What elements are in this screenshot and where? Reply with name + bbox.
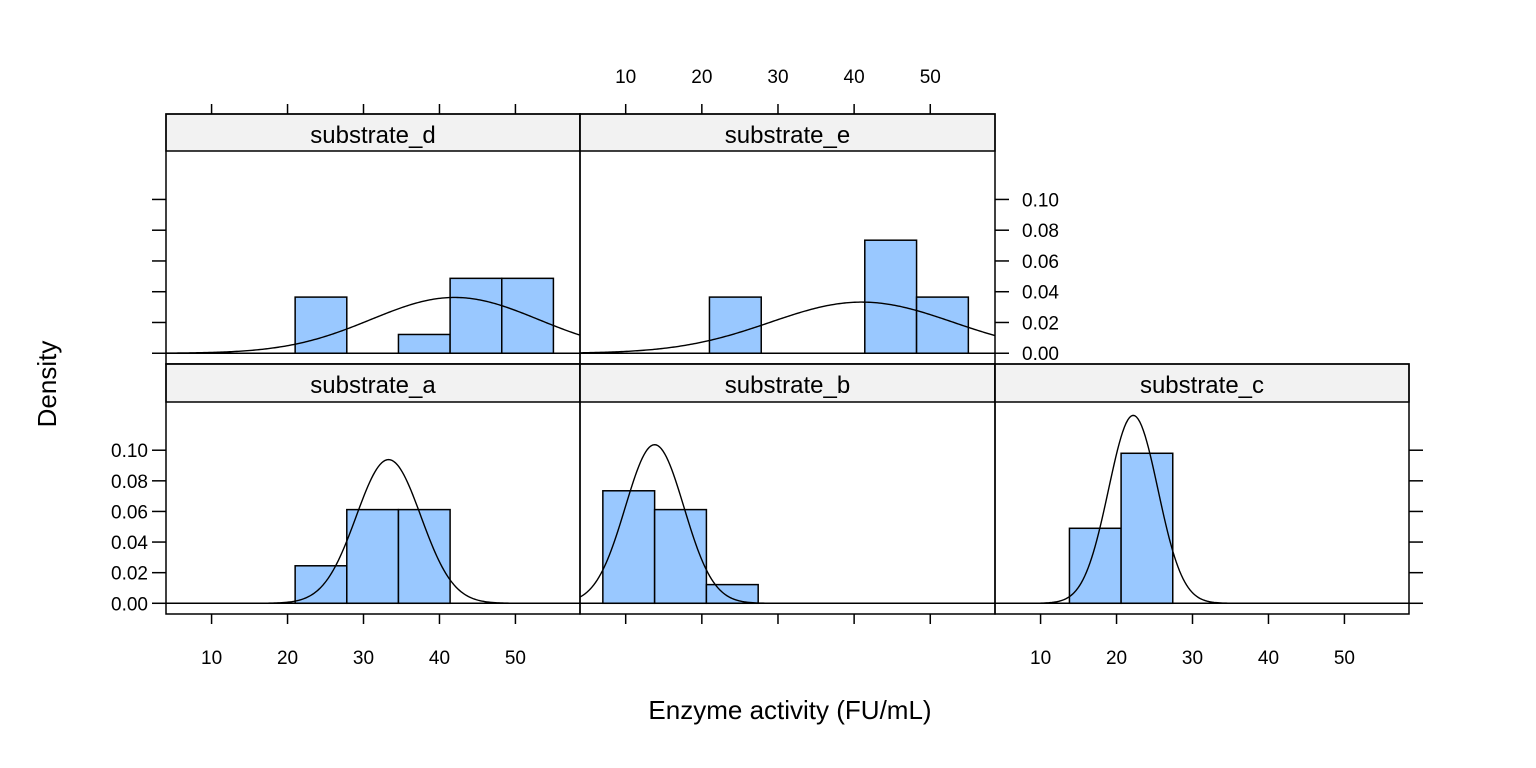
panel-plot-area	[995, 414, 1409, 605]
x-tick-label-bottom: 20	[277, 648, 298, 669]
histogram-bar	[294, 296, 348, 354]
panel-plot-area	[580, 443, 995, 605]
x-tick-label-top: 50	[920, 67, 941, 88]
strip-label: substrate_a	[310, 372, 436, 399]
histogram-bar	[346, 508, 400, 605]
panel-substrate_a: substrate_a	[165, 363, 581, 615]
y-tick-label-left: 0.10	[111, 441, 148, 462]
x-tick-label-top: 10	[615, 67, 636, 88]
x-tick-label-top: 20	[691, 67, 712, 88]
panel-plot-area	[166, 277, 580, 354]
y-tick-label-left: 0.08	[111, 472, 148, 493]
x-tick-label-top: 40	[844, 67, 865, 88]
x-tick-label-bottom: 50	[505, 648, 526, 669]
y-tick-label-left: 0.00	[111, 594, 148, 615]
density-curve	[580, 301, 995, 354]
histogram-bar	[864, 239, 918, 354]
panel-plot-area	[166, 458, 580, 605]
histogram-bar	[653, 508, 708, 605]
x-tick-label-bottom: 10	[201, 648, 222, 669]
density-curve	[995, 414, 1409, 604]
density-curve	[580, 443, 995, 604]
x-tick-label-bottom: 20	[1106, 648, 1127, 669]
histogram-bar	[602, 490, 656, 605]
strip-label: substrate_c	[1140, 372, 1264, 399]
histogram-bar	[397, 333, 451, 354]
x-tick-label-bottom: 10	[1030, 648, 1051, 669]
y-tick-label-left: 0.02	[111, 564, 148, 585]
panel-substrate_d: substrate_d	[165, 113, 581, 365]
histogram-bar	[705, 583, 759, 605]
y-tick-label-right: 0.06	[1022, 252, 1059, 273]
strip-label: substrate_d	[310, 122, 435, 149]
histogram-bar	[708, 296, 762, 354]
y-axis-title: Density	[32, 341, 62, 428]
x-tick-label-bottom: 50	[1334, 648, 1355, 669]
x-tick-label-top: 30	[767, 67, 788, 88]
x-tick-label-bottom: 30	[1182, 648, 1203, 669]
strip-background	[579, 363, 996, 403]
panels-layer: substrate_d substrate_e substrate_a substra…	[165, 113, 1410, 615]
x-tick-label-bottom: 40	[429, 648, 450, 669]
strip-background	[165, 113, 581, 152]
panel-substrate_c: substrate_c	[994, 363, 1410, 615]
axes-layer: 10 20 30 40 50 10 20 30 40 50 10 20 30 40 50 0.00 0.02 0.…	[111, 67, 1423, 669]
histogram-bar	[1120, 452, 1174, 605]
y-tick-label-right: 0.08	[1022, 221, 1059, 242]
y-tick-label-right: 0.10	[1022, 190, 1059, 211]
density-curve	[166, 296, 580, 354]
panel-border	[994, 363, 1410, 615]
x-tick-label-bottom: 40	[1258, 648, 1279, 669]
histogram-bar	[449, 277, 503, 354]
y-tick-label-left: 0.04	[111, 533, 148, 554]
x-tick-label-bottom: 30	[353, 648, 374, 669]
strip-label: substrate_b	[725, 372, 850, 399]
y-tick-label-right: 0.02	[1022, 313, 1059, 334]
x-axis-title: Enzyme activity (FU/mL)	[648, 695, 931, 725]
panel-substrate_b: substrate_b	[579, 363, 996, 615]
strip-background	[165, 363, 581, 403]
y-tick-label-left: 0.06	[111, 502, 148, 523]
y-tick-label-right: 0.00	[1022, 344, 1059, 365]
panel-substrate_e: substrate_e	[579, 113, 996, 365]
density-curve	[166, 458, 580, 604]
histogram-bar	[294, 565, 348, 605]
strip-background	[579, 113, 996, 152]
histogram-bar	[1068, 527, 1122, 605]
y-tick-label-right: 0.04	[1022, 283, 1059, 304]
panel-plot-area	[580, 239, 995, 354]
strip-label: substrate_e	[725, 122, 850, 149]
